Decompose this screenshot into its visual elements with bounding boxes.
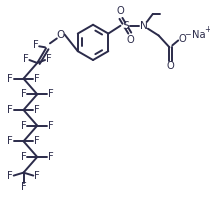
Text: F: F <box>48 89 54 99</box>
Text: F: F <box>21 152 26 162</box>
Text: F: F <box>7 74 13 84</box>
Text: F: F <box>48 121 54 131</box>
Text: F: F <box>21 121 26 131</box>
Text: Na: Na <box>192 30 206 40</box>
Text: F: F <box>21 182 26 192</box>
Text: O: O <box>167 61 174 71</box>
Text: F: F <box>7 171 13 181</box>
Text: F: F <box>34 74 40 84</box>
Text: +: + <box>204 25 210 34</box>
Text: F: F <box>33 40 39 50</box>
Text: O: O <box>56 30 65 40</box>
Text: −: − <box>184 30 190 39</box>
Text: F: F <box>21 89 26 99</box>
Text: F: F <box>7 105 13 115</box>
Text: F: F <box>23 54 28 64</box>
Text: O: O <box>117 6 124 16</box>
Text: F: F <box>34 105 40 115</box>
Text: F: F <box>34 136 40 146</box>
Text: S: S <box>122 21 129 31</box>
Text: F: F <box>7 136 13 146</box>
Text: O: O <box>126 35 134 45</box>
Text: F: F <box>34 171 40 181</box>
Text: O: O <box>178 34 186 44</box>
Text: F: F <box>46 54 52 64</box>
Text: F: F <box>48 152 54 162</box>
Text: N: N <box>140 21 148 31</box>
